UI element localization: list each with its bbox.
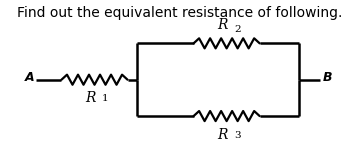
Text: A: A	[25, 71, 34, 84]
Text: R: R	[217, 128, 228, 142]
Text: 2: 2	[234, 25, 241, 34]
Text: 1: 1	[102, 94, 109, 103]
Text: R: R	[85, 91, 96, 105]
Text: B: B	[323, 71, 333, 84]
Text: Find out the equivalent resistance of following.: Find out the equivalent resistance of fo…	[17, 6, 343, 20]
Text: 3: 3	[234, 131, 241, 140]
Text: R: R	[217, 18, 228, 32]
